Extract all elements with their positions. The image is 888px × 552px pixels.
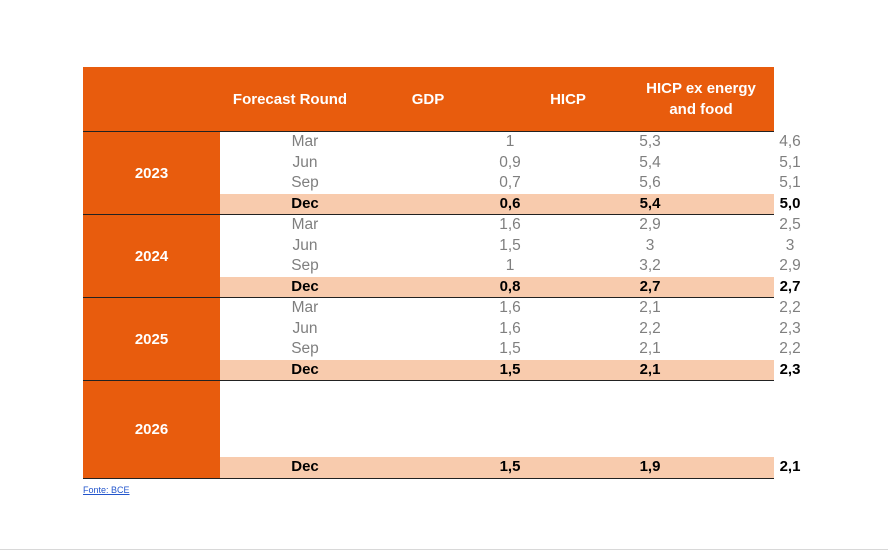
table-row: Sep 1 3,2 2,9 (291, 257, 801, 274)
year-group-2025: 2025 Mar 1,6 2,1 2,2 Jun 1,6 2,2 2,3 Sep 1,5 2,1… (83, 298, 801, 381)
table-header: Forecast Round GDP HICP HICP ex energy an… (83, 67, 774, 132)
year-label: 2023 (83, 132, 220, 214)
empty-space (220, 381, 774, 457)
forecast-table: Forecast Round GDP HICP HICP ex energy an… (83, 67, 801, 479)
year-group-2023: 2023 Mar 1 5,3 4,6 Jun 0,9 5,4 5,1 Sep 0,7 5,6 5,… (83, 132, 801, 215)
table-row: Jun 1,6 2,2 2,3 (292, 319, 801, 337)
year-group-2026: 2026 Dec 1,5 1,9 2,1 (83, 381, 800, 479)
header-forecast-round: Forecast Round (232, 90, 348, 108)
table-row: Mar 1,6 2,1 2,2 (291, 299, 801, 316)
table-row: Sep 1,5 2,1 2,2 (291, 340, 801, 357)
table-row: Sep 0,7 5,6 5,1 (291, 174, 801, 191)
table-row-final: Dec 0,8 2,7 2,7 (220, 276, 800, 297)
table-row: Jun 0,9 5,4 5,1 (292, 153, 801, 171)
table-row-final: Dec 0,6 5,4 5,0 (220, 193, 800, 214)
divider (0, 549, 888, 550)
header-gdp: GDP (411, 90, 445, 108)
header-hicp: HICP (550, 90, 586, 108)
table-row-final: Dec 1,5 2,1 2,3 (220, 359, 800, 380)
table-row: Jun 1,5 3 3 (292, 236, 795, 254)
table-row-final: Dec 1,5 1,9 2,1 (220, 457, 800, 478)
source-link[interactable]: Fonte: BCE (83, 485, 130, 495)
table-row: Mar 1,6 2,9 2,5 (291, 216, 801, 233)
year-label: 2024 (83, 215, 220, 297)
year-label: 2026 (83, 381, 220, 478)
year-group-2024: 2024 Mar 1,6 2,9 2,5 Jun 1,5 3 3 Sep 1 3,2 2,9 De… (83, 215, 801, 298)
header-hicp-core: HICP ex energy and food (646, 80, 756, 118)
year-label: 2025 (83, 298, 220, 380)
table-row: Mar 1 5,3 4,6 (291, 133, 801, 150)
